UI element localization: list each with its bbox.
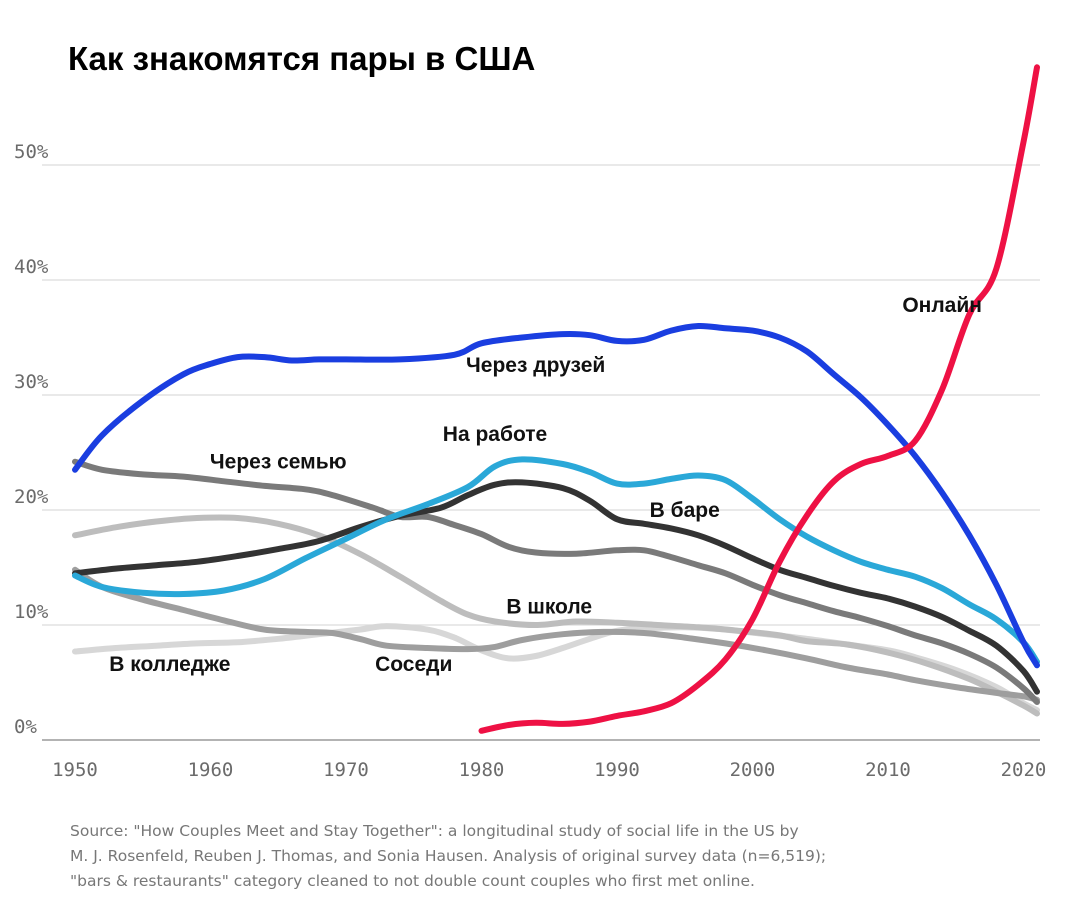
series-3-label: В баре	[650, 499, 720, 522]
series-7-line	[72, 566, 1040, 703]
y-tick-label: 10%	[14, 601, 49, 623]
x-tick-label: 1950	[52, 759, 98, 781]
series-4-label: Через семью	[210, 451, 347, 474]
series-7-label: Соседи	[375, 653, 452, 676]
source-line-3: "bars & restaurants" category cleaned to…	[70, 872, 755, 890]
series-4-line	[72, 458, 1040, 705]
y-tick-label: 20%	[14, 486, 49, 508]
source-note: Source: "How Couples Meet and Stay Toget…	[70, 822, 826, 890]
x-axis-ticks: 1950 1960 1970 1980 1990 2000 2010 2020	[52, 759, 1046, 781]
series-5-line	[72, 514, 1040, 717]
series-1-label: Через друзей	[466, 354, 605, 377]
series-2-line	[72, 456, 1040, 665]
x-tick-label: 1960	[188, 759, 234, 781]
series-0-label: Онлайн	[902, 294, 982, 317]
series-labels: Онлайн Через друзей На работе В баре Через с…	[109, 294, 982, 676]
x-tick-label: 1990	[594, 759, 640, 781]
series-0-line	[478, 64, 1040, 734]
y-axis-ticks: 0% 10% 20% 30% 40% 50%	[14, 141, 49, 738]
series-6-label: В колледже	[109, 653, 230, 676]
source-line-1: Source: "How Couples Meet and Stay Toget…	[70, 822, 799, 840]
x-tick-label: 2010	[865, 759, 911, 781]
x-tick-label: 1970	[323, 759, 369, 781]
series-lines	[72, 64, 1040, 734]
series-2-label: На работе	[443, 423, 547, 446]
chart-title: Как знакомятся пары в США	[68, 40, 535, 77]
gridlines	[42, 164, 1040, 741]
x-tick-label: 2000	[730, 759, 776, 781]
series-3-line	[72, 479, 1040, 695]
y-tick-label: 40%	[14, 256, 49, 278]
series-5-label: В школе	[506, 596, 592, 619]
y-tick-label: 50%	[14, 141, 49, 163]
source-line-2: M. J. Rosenfeld, Reuben J. Thomas, and S…	[70, 847, 826, 865]
x-tick-label: 2020	[1001, 759, 1047, 781]
y-tick-label: 0%	[14, 716, 37, 738]
x-tick-label: 1980	[459, 759, 505, 781]
y-tick-label: 30%	[14, 371, 49, 393]
